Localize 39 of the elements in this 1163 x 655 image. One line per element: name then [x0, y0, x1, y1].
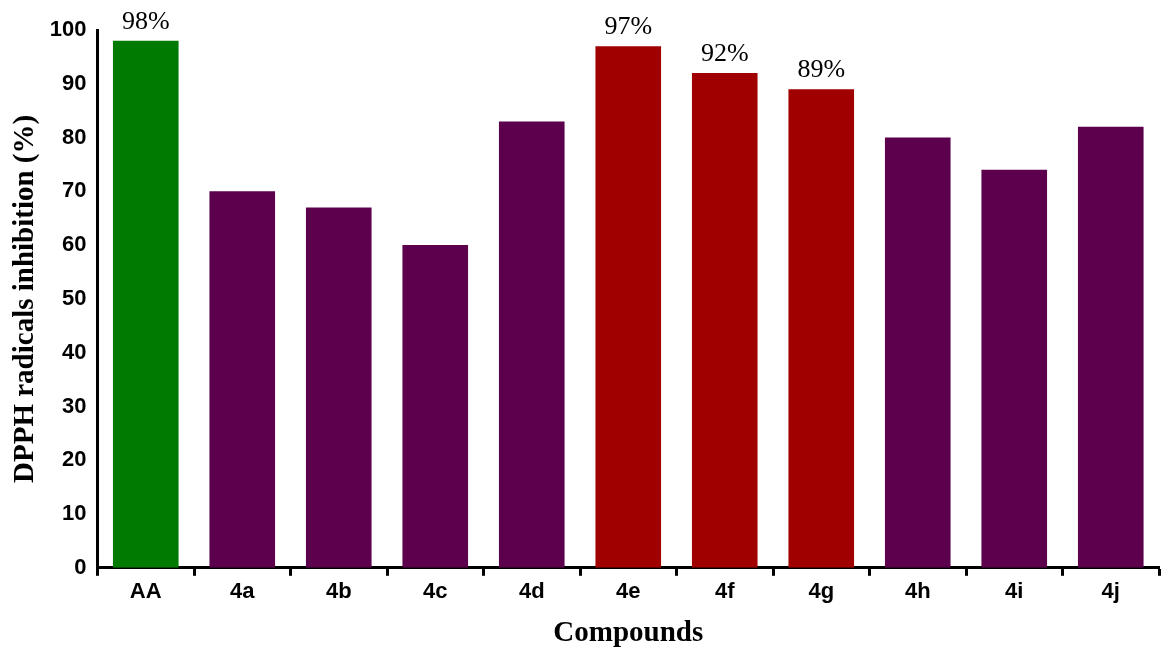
x-tick-label: 4i — [1005, 578, 1024, 604]
x-tick-label: 4a — [230, 578, 256, 604]
data-label: 89% — [797, 53, 846, 83]
bar — [402, 245, 469, 568]
x-tick-label: 4b — [325, 578, 352, 604]
y-tick-label: 80 — [62, 123, 87, 149]
x-tick-label: 4d — [518, 578, 545, 604]
y-tick-label: 60 — [62, 231, 87, 257]
data-label: 92% — [700, 37, 749, 67]
y-tick-label: 40 — [62, 338, 87, 364]
x-tick-label: 4j — [1101, 578, 1120, 604]
y-tick-label: 90 — [62, 69, 87, 95]
y-tick-label: 100 — [49, 16, 87, 42]
bar — [112, 40, 179, 568]
y-tick-label: 30 — [62, 392, 87, 418]
bar — [305, 207, 372, 568]
y-tick-label: 10 — [62, 500, 87, 526]
y-tick-label: 50 — [62, 284, 87, 310]
bar — [884, 137, 951, 568]
bar — [595, 46, 662, 568]
y-tick-label: 20 — [62, 446, 87, 472]
data-label: 98% — [121, 5, 170, 35]
bar — [981, 169, 1048, 568]
bar — [691, 73, 758, 568]
x-tick-label: 4g — [808, 578, 835, 604]
x-tick-label: 4c — [423, 578, 448, 604]
y-axis-title: DPPH radicals inhibition (%) — [6, 114, 40, 483]
x-tick-label: 4f — [714, 578, 736, 604]
bar — [498, 121, 565, 568]
bar — [788, 89, 855, 568]
bar — [1077, 126, 1144, 568]
y-tick-label: 70 — [62, 177, 87, 203]
x-tick-label: 4h — [904, 578, 931, 604]
data-label: 97% — [604, 10, 653, 40]
y-tick-label: 0 — [74, 553, 87, 579]
bar — [209, 191, 276, 568]
x-tick-label: AA — [129, 578, 162, 604]
x-tick-label: 4e — [616, 578, 641, 604]
x-axis-title: Compounds — [553, 615, 704, 648]
